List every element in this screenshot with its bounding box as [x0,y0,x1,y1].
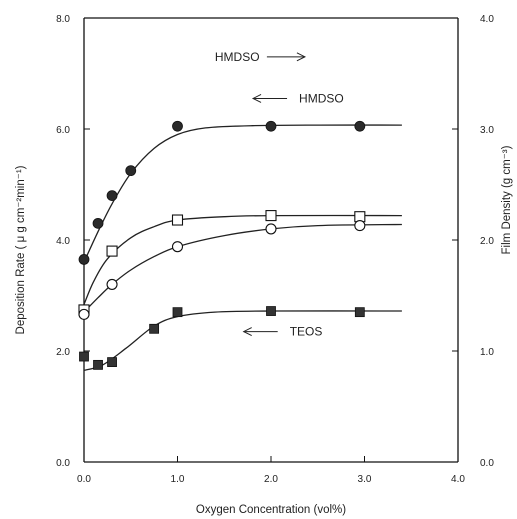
x-axis-label: Oxygen Concentration (vol%) [196,504,346,516]
data-point-0-5 [265,120,277,132]
fit-curve-1 [83,214,402,305]
series-label-3: TEOS [290,325,323,339]
arrow-head-0 [251,94,262,103]
arrow-head-3 [242,327,252,337]
fit-curve-3 [83,310,402,372]
x-tick-label: 3.0 [358,474,372,485]
left-axis-label: Deposition Rate ( μ g cm⁻²min⁻¹) [15,165,27,334]
data-point-0-4 [172,120,183,132]
data-point-3-6 [354,307,365,318]
y-left-tick-label: 0.0 [56,458,70,469]
data-point-2-2 [171,241,184,253]
data-point-2-0 [78,308,90,320]
data-point-2-1 [106,278,118,290]
data-point-2-3 [265,223,277,235]
data-point-3-1 [93,359,103,370]
fit-curve-0 [83,124,402,263]
data-point-3-2 [107,357,117,368]
x-tick-label: 0.0 [77,474,91,485]
data-point-1-2 [171,214,184,226]
data-point-0-1 [92,217,104,229]
data-point-3-5 [266,306,276,316]
x-tick-label: 2.0 [264,474,278,485]
y-right-tick-label: 4.0 [480,14,494,25]
series-annotations: HMDSOTEOSHMDSOTEOS [215,50,344,339]
data-point-0-2 [106,190,118,202]
right-axis-label: Film Density (g cm⁻³) [501,145,513,254]
data-point-1-1 [106,245,118,257]
data-point-0-0 [78,254,90,265]
data-point-3-3 [149,323,160,334]
data-point-3-4 [172,307,183,318]
fit-curve-2 [83,223,402,313]
y-right-tick-label: 1.0 [480,347,494,358]
data-point-0-3 [125,165,137,177]
y-left-tick-label: 8.0 [56,14,70,25]
y-right-tick-label: 2.0 [480,236,494,247]
data-point-3-0 [79,351,89,362]
y-right-tick-label: 0.0 [480,458,494,469]
y-left-tick-label: 2.0 [56,347,70,358]
axis-ticks: 0.0 1.0 2.0 3.0 4.0 0.0 2.0 4.0 6.0 8.0 0.0 1.0 2.0 3… [56,14,494,485]
series-label-0: HMDSO [299,91,344,105]
y-left-tick-label: 4.0 [56,236,70,247]
plot-frame [83,17,459,463]
y-left-tick-label: 6.0 [56,125,70,136]
x-tick-label: 1.0 [171,474,185,485]
y-right-tick-label: 3.0 [480,125,494,136]
series-label-2: HMDSO [215,50,260,64]
arrow-head-2 [296,52,307,62]
data-markers [78,120,366,370]
x-tick-label: 4.0 [451,474,465,485]
data-point-1-3 [265,210,277,222]
fit-curves [83,124,402,372]
data-point-0-6 [354,120,366,132]
data-point-2-4 [354,220,366,232]
